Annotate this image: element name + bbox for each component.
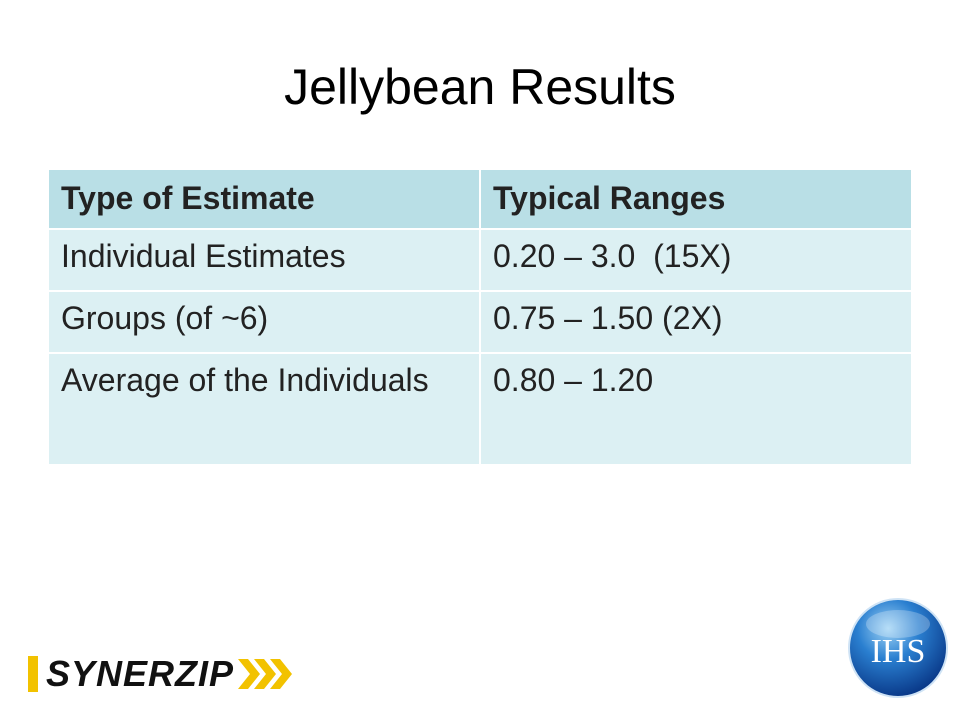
- synerzip-logo: SYNERZIP: [28, 652, 294, 696]
- table-row: Individual Estimates 0.20 – 3.0 (15X): [47, 228, 913, 292]
- table-cell: 0.80 – 1.20: [479, 352, 913, 466]
- logo-text: SYNERZIP: [46, 653, 235, 694]
- logo-text: IHS: [871, 633, 926, 670]
- table-cell: Average of the Individuals: [47, 352, 481, 466]
- table-row: Groups (of ~6) 0.75 – 1.50 (2X): [47, 290, 913, 354]
- results-table: Type of Estimate Typical Ranges Individu…: [47, 168, 913, 466]
- table-cell: 0.75 – 1.50 (2X): [479, 290, 913, 354]
- ihs-logo: IHS: [848, 598, 948, 698]
- slide-title: Jellybean Results: [284, 59, 676, 115]
- table-row: Average of the Individuals 0.80 – 1.20: [47, 352, 913, 466]
- table-cell: 0.20 – 3.0 (15X): [479, 228, 913, 292]
- logo-chevrons: [238, 659, 293, 689]
- logo-bar: [28, 656, 38, 692]
- table-cell: Individual Estimates: [47, 228, 481, 292]
- header-cell: Typical Ranges: [479, 168, 913, 230]
- table-cell: Groups (of ~6): [47, 290, 481, 354]
- header-row: Type of Estimate Typical Ranges: [47, 168, 913, 230]
- header-cell: Type of Estimate: [47, 168, 481, 230]
